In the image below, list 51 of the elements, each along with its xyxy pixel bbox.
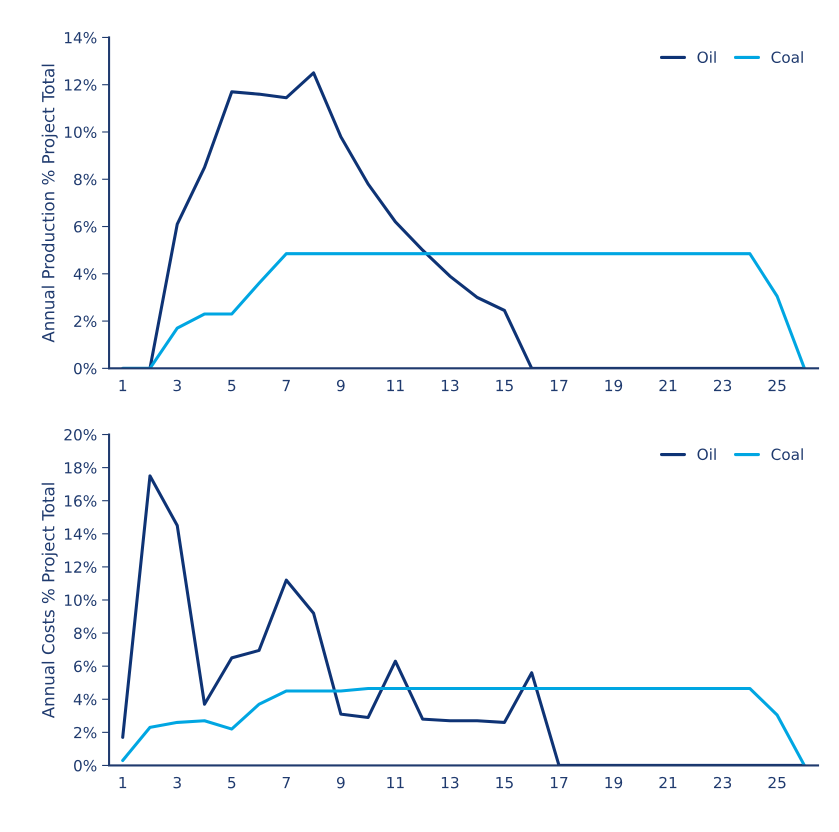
y-tick-label: 16% xyxy=(64,495,96,507)
y-tick-label: 0% xyxy=(74,362,96,374)
legend-label: Oil xyxy=(698,448,716,460)
y-tick-label: 12% xyxy=(64,561,96,573)
x-tick-label: 23 xyxy=(714,380,732,392)
y-tick-label: 2% xyxy=(74,316,96,328)
x-tick-label: 21 xyxy=(659,776,676,788)
x-tick-label: 9 xyxy=(336,380,345,392)
y-tick-label: 14% xyxy=(64,528,96,540)
x-tick-label: 19 xyxy=(605,776,622,788)
x-tick-label: 7 xyxy=(282,380,290,392)
y-tick-label: 0% xyxy=(74,760,96,772)
x-tick-label: 11 xyxy=(387,380,404,392)
x-tick-label: 23 xyxy=(714,776,732,788)
x-tick-label: 13 xyxy=(442,776,458,788)
y-tick-label: 6% xyxy=(74,220,96,233)
x-tick-label: 15 xyxy=(496,777,513,788)
y-tick-label: 10% xyxy=(64,594,96,606)
x-tick-label: 7 xyxy=(282,777,290,788)
x-tick-label: 11 xyxy=(387,777,404,788)
x-tick-label: 19 xyxy=(605,380,622,392)
y-axis-title: Annual Costs % Project Total xyxy=(42,483,58,718)
legend-label: Coal xyxy=(772,51,803,64)
x-tick-label: 13 xyxy=(442,380,458,392)
x-tick-label: 3 xyxy=(174,776,181,788)
y-tick-label: 10% xyxy=(64,126,96,138)
x-tick-label: 5 xyxy=(228,777,236,788)
x-tick-label: 1 xyxy=(120,380,126,392)
x-tick-label: 3 xyxy=(174,380,181,392)
x-tick-label: 25 xyxy=(768,776,786,788)
x-tick-label: 17 xyxy=(550,777,568,788)
x-tick-label: 9 xyxy=(336,776,345,788)
y-tick-label: 12% xyxy=(64,79,96,91)
legend-label: Oil xyxy=(698,51,716,64)
y-tick-label: 14% xyxy=(64,32,96,44)
x-tick-label: 17 xyxy=(550,380,568,392)
x-tick-label: 1 xyxy=(120,777,126,788)
x-tick-label: 21 xyxy=(659,380,676,392)
y-axis-title: Annual Production % Project Total xyxy=(42,64,58,343)
y-tick-label: 20% xyxy=(64,428,96,441)
y-tick-label: 18% xyxy=(64,462,96,474)
y-tick-label: 8% xyxy=(74,628,96,640)
y-tick-label: 6% xyxy=(74,660,96,672)
y-tick-label: 2% xyxy=(74,726,96,738)
legend-label: Coal xyxy=(772,448,803,460)
y-tick-label: 4% xyxy=(74,268,96,280)
y-tick-label: 8% xyxy=(74,174,96,186)
x-tick-label: 5 xyxy=(228,380,236,392)
y-tick-label: 4% xyxy=(74,694,96,706)
x-tick-label: 25 xyxy=(768,380,786,392)
x-tick-label: 15 xyxy=(496,380,513,392)
